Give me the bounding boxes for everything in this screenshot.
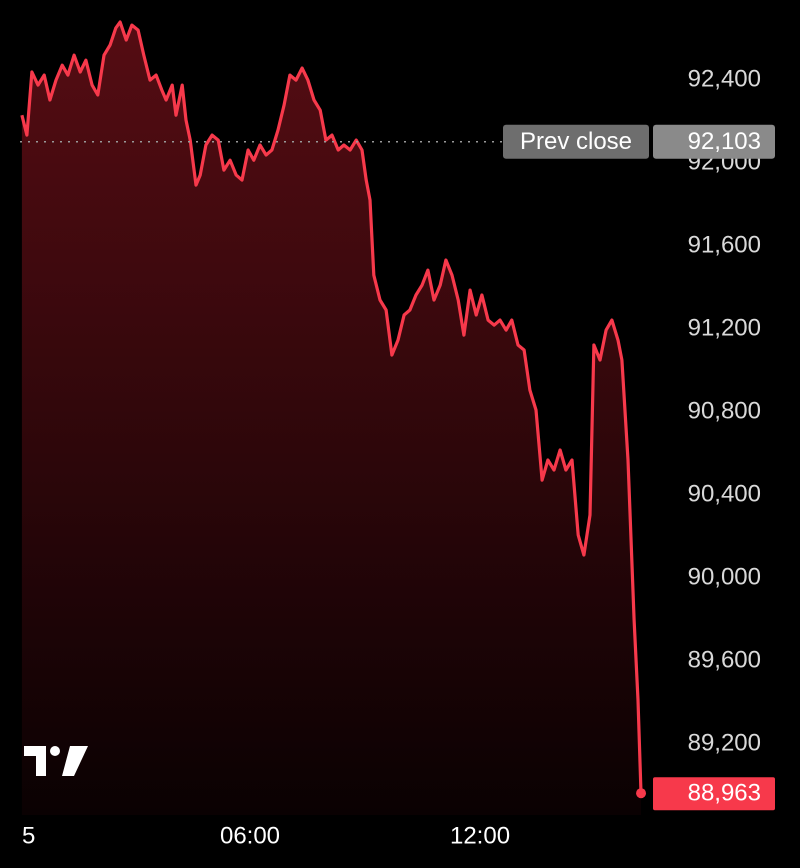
price-line [20,20,643,794]
tradingview-logo [24,746,88,776]
y-tick-label: 90,400 [688,480,761,507]
last-price-label: 88,963 [688,780,761,807]
x-tick-label: 06:00 [220,822,280,849]
prev-close-tag [503,124,649,159]
prev-close-name: Prev close [520,128,632,155]
x-tick-label: 12:00 [450,822,510,849]
last-point [636,788,647,799]
last-price-tag [653,777,775,811]
prev-close-value: 92,103 [688,128,761,155]
y-tick-label: 90,000 [688,563,761,590]
prev-close-value-tag [653,124,775,159]
y-tick-label: 91,200 [688,314,761,341]
y-tick-label: 92,400 [688,65,761,92]
y-tick-label: 89,600 [688,646,761,673]
area [21,22,641,815]
x-tick-label: 5 [22,822,35,849]
y-tick-label: 90,800 [688,397,761,424]
y-tick-label: 89,200 [688,729,761,756]
y-tick-label: 91,600 [688,231,761,258]
